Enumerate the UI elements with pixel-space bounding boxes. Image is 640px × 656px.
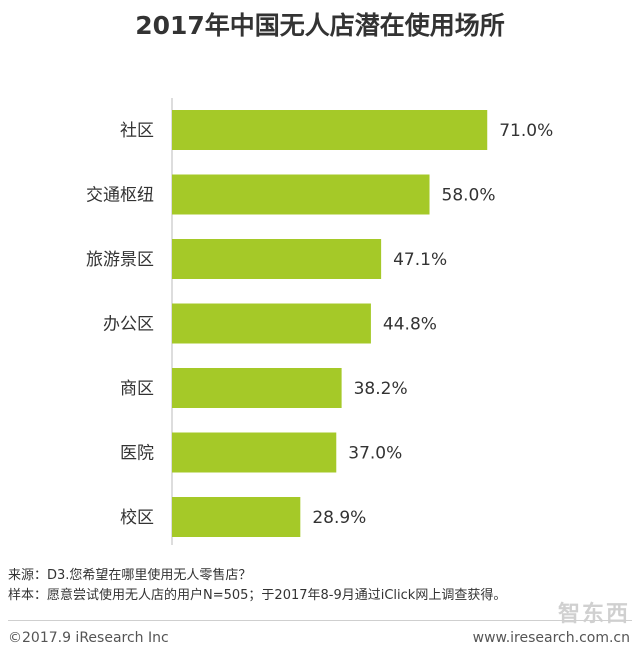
bar-5 — [172, 368, 342, 408]
value-label-4: 44.8% — [383, 315, 437, 335]
copyright-text: ©2017.9 iResearch Inc — [8, 630, 169, 646]
category-label-7: 校区 — [120, 508, 154, 528]
value-label-3: 47.1% — [393, 250, 447, 270]
bar-4 — [172, 303, 371, 344]
bar-1 — [172, 110, 488, 150]
website-text: www.iresearch.com.cn — [472, 630, 630, 646]
notes: 来源：D3.您希望在哪里使用无人零售店？ 样本：愿意尝试使用无人店的用户N=50… — [8, 566, 506, 606]
value-label-6: 37.0% — [348, 444, 402, 464]
value-label-2: 58.0% — [442, 186, 496, 206]
category-label-4: 办公区 — [103, 315, 154, 335]
bar-6 — [172, 432, 337, 473]
source-note: 来源：D3.您希望在哪里使用无人零售店？ — [8, 568, 252, 583]
bar-chart: 社区 71.0% 交通枢纽 58.0% 旅游景区 47.1% 办公区 44.8% 商区 38.2%… — [86, 98, 553, 545]
value-label-7: 28.9% — [312, 508, 366, 528]
bar-7 — [172, 497, 301, 537]
value-label-5: 38.2% — [354, 379, 408, 399]
bar-3 — [172, 239, 382, 279]
sample-note: 样本：愿意尝试使用无人店的用户N=505；于2017年8-9月通过iClick网… — [8, 588, 507, 603]
value-label-1: 71.0% — [499, 121, 553, 141]
bar-2 — [172, 174, 430, 215]
footer-divider — [8, 620, 632, 621]
category-label-2: 交通枢纽 — [86, 186, 154, 206]
category-label-1: 社区 — [120, 121, 154, 141]
watermark-logo: 智东西 — [557, 602, 630, 627]
chart-title: 2017年中国无人店潜在使用场所 — [135, 11, 505, 40]
category-label-5: 商区 — [120, 379, 154, 399]
category-label-3: 旅游景区 — [86, 250, 154, 270]
category-label-6: 医院 — [120, 444, 154, 464]
